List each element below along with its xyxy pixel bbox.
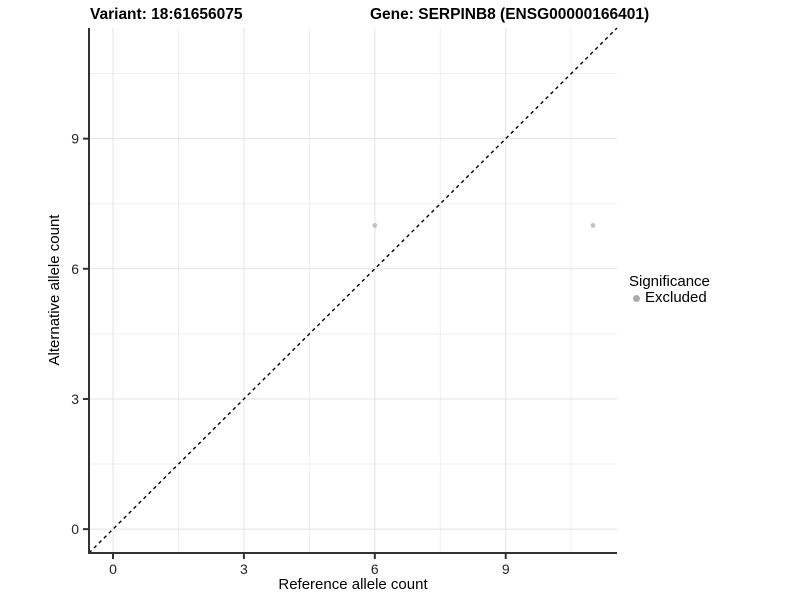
data-point xyxy=(372,223,378,228)
legend: Significance Excluded xyxy=(629,273,794,306)
y-tick-label: 3 xyxy=(71,391,79,407)
legend-item: Excluded xyxy=(629,290,794,306)
x-tick-label: 0 xyxy=(109,561,117,577)
x-axis-title: Reference allele count xyxy=(278,576,428,593)
x-tick-label: 9 xyxy=(502,561,510,577)
legend-key-dot xyxy=(633,294,640,302)
y-tick-label: 0 xyxy=(71,521,79,537)
plot-title-gene: Gene: SERPINB8 (ENSG00000166401) xyxy=(370,6,650,23)
data-point xyxy=(590,223,596,228)
y-tick-label: 9 xyxy=(71,131,79,147)
legend-title: Significance xyxy=(629,273,710,290)
y-tick-label: 6 xyxy=(71,261,79,277)
y-axis-title: Alternative allele count xyxy=(46,214,63,366)
x-tick-label: 6 xyxy=(371,561,379,577)
legend-item-label: Excluded xyxy=(645,289,707,306)
legend-items: Excluded xyxy=(629,290,794,306)
plot-title-variant: Variant: 18:61656075 xyxy=(90,6,243,23)
x-tick-label: 3 xyxy=(240,561,248,577)
identity-dashed-line xyxy=(88,27,618,554)
